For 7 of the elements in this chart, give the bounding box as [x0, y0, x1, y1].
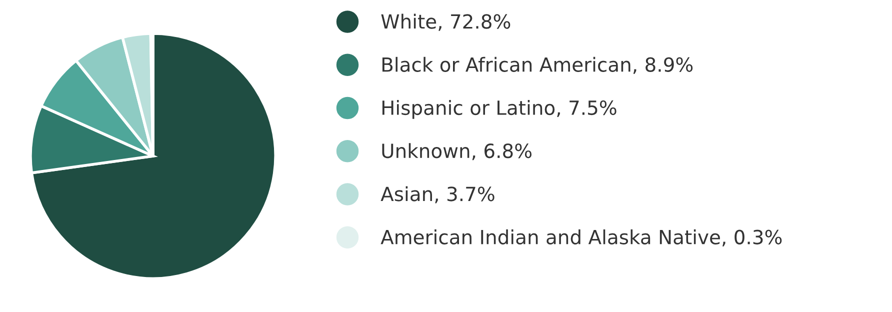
- legend-label: White, 72.8%: [381, 14, 510, 31]
- legend-label: Unknown, 6.8%: [382, 143, 532, 160]
- legend-label: American Indian and Alaska Native, 0.3%: [380, 229, 782, 246]
- legend-label: Asian, 3.7%: [380, 186, 494, 204]
- pie-slice: [30, 32, 277, 280]
- legend-label: Black or African American, 8.9%: [382, 56, 693, 74]
- legend-label: Hispanic or Latino, 7.5%: [382, 100, 616, 119]
